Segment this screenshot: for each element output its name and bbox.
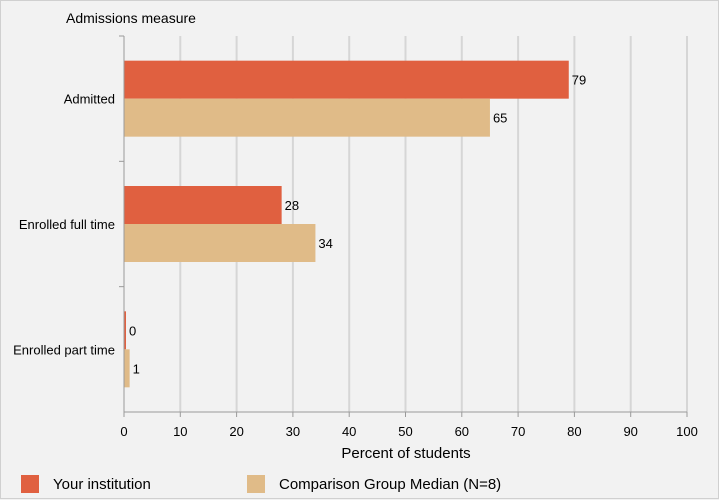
data-label: 28 bbox=[285, 198, 299, 213]
x-tick-label-40: 40 bbox=[342, 424, 356, 439]
x-tick-label-30: 30 bbox=[286, 424, 300, 439]
data-label: 34 bbox=[318, 236, 332, 251]
legend-swatch-comparison-group bbox=[247, 475, 265, 493]
x-tick-label-80: 80 bbox=[567, 424, 581, 439]
labels-layer: 0 10 20 30 40 50 60 70 80 90 100Admitted7965Enroll… bbox=[13, 73, 698, 439]
x-tick-label-90: 90 bbox=[623, 424, 637, 439]
category-label: Enrolled part time bbox=[13, 342, 115, 357]
data-label: 1 bbox=[133, 361, 140, 376]
x-tick-label-10: 10 bbox=[173, 424, 187, 439]
x-axis-title: Percent of students bbox=[341, 445, 470, 462]
legend-label-comparison-group: Comparison Group Median (N=8) bbox=[279, 475, 502, 493]
data-label: 79 bbox=[572, 73, 586, 88]
legend-label-your-institution: Your institution bbox=[53, 475, 151, 493]
data-label: 0 bbox=[129, 323, 136, 338]
x-tick-label-70: 70 bbox=[511, 424, 525, 439]
legend-item-comparison-group: Comparison Group Median (N=8) bbox=[247, 469, 501, 499]
bars-layer bbox=[124, 60, 569, 388]
y-axis-title: Admissions measure bbox=[66, 10, 196, 26]
bar-comparison-group-0 bbox=[124, 98, 490, 137]
bar-your-institution-0 bbox=[124, 60, 569, 99]
legend-swatch-your-institution bbox=[21, 475, 39, 493]
x-tick-label-20: 20 bbox=[229, 424, 243, 439]
category-label: Enrolled full time bbox=[19, 217, 115, 232]
bar-your-institution-2 bbox=[124, 311, 126, 350]
category-label: Admitted bbox=[64, 92, 115, 107]
legend-item-your-institution: Your institution bbox=[21, 469, 151, 499]
x-tick-label-50: 50 bbox=[398, 424, 412, 439]
bar-your-institution-1 bbox=[124, 186, 282, 224]
x-tick-label-100: 100 bbox=[676, 424, 698, 439]
bar-comparison-group-2 bbox=[124, 349, 130, 388]
bar-comparison-group-1 bbox=[124, 224, 316, 262]
x-tick-label-60: 60 bbox=[455, 424, 469, 439]
data-label: 65 bbox=[493, 111, 507, 126]
x-tick-label-0: 0 bbox=[120, 424, 127, 439]
